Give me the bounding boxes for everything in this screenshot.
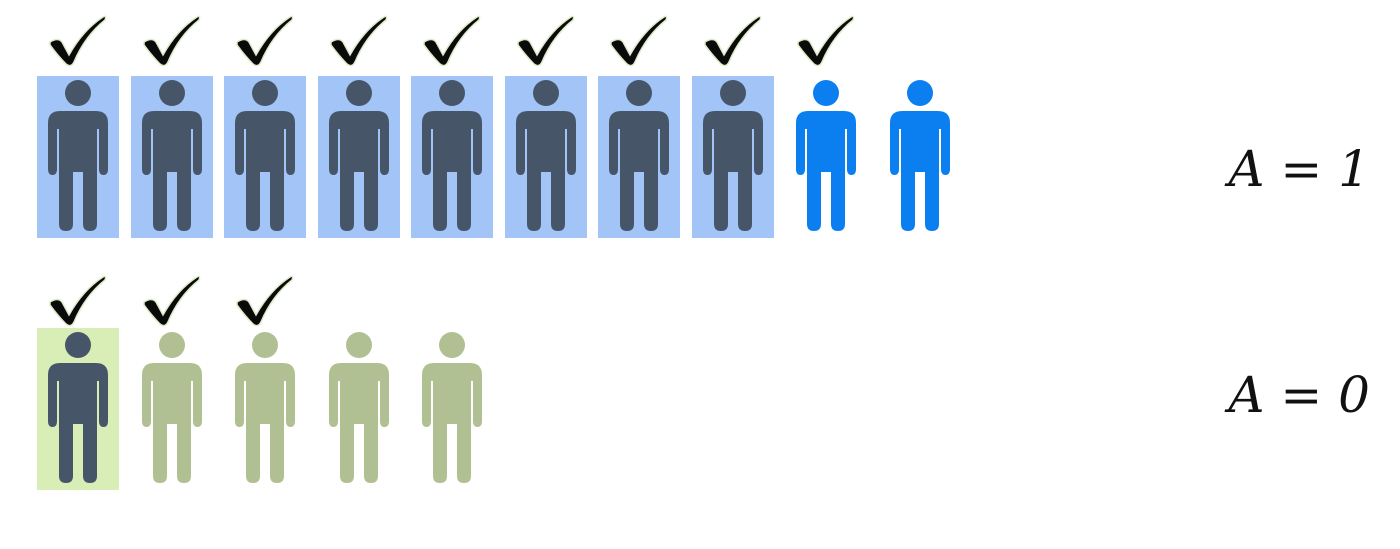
person-icon (131, 76, 213, 238)
checkmark-icon (785, 12, 867, 72)
group-label-a0: A = 0 (1228, 366, 1370, 424)
checkmark-icon (37, 12, 119, 72)
checkmark-icon (37, 272, 119, 332)
person-icon (411, 328, 493, 490)
person-icon (318, 328, 400, 490)
checkmark-icon (692, 12, 774, 72)
person-icon (505, 76, 587, 238)
person-icon (318, 76, 400, 238)
checkmark-icon (598, 12, 680, 72)
group-label-a1: A = 1 (1228, 140, 1370, 198)
group-a-equals-0: A = 0 (0, 272, 1400, 498)
person-icon (785, 76, 867, 238)
person-icon (598, 76, 680, 238)
person-icon (879, 76, 961, 238)
checkmark-icon (224, 12, 306, 72)
checkmark-icon (224, 272, 306, 332)
group-a-equals-1: A = 1 (0, 12, 1400, 244)
checkmark-icon (131, 12, 213, 72)
checkmark-icon (131, 272, 213, 332)
person-icon (37, 328, 119, 490)
person-icon (411, 76, 493, 238)
checkmark-icon (318, 12, 400, 72)
person-icon (131, 328, 213, 490)
person-icon (692, 76, 774, 238)
person-icon (224, 328, 306, 490)
person-icon (224, 76, 306, 238)
person-icon (37, 76, 119, 238)
checkmark-icon (411, 12, 493, 72)
checkmark-icon (505, 12, 587, 72)
